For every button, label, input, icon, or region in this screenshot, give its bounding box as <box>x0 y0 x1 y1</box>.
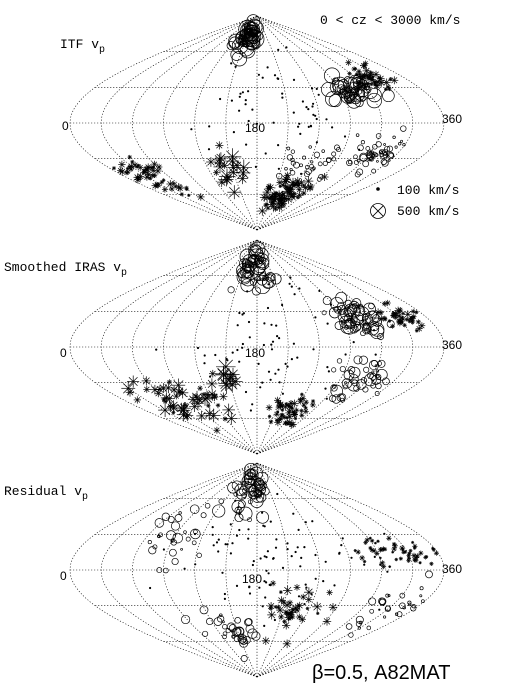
longitude-label-0: 0 <box>60 346 67 360</box>
panel-title: ITF vp <box>60 37 105 56</box>
velocity-markers <box>147 462 439 662</box>
legend-large-label: 500 km/s <box>397 204 459 219</box>
longitude-label-180: 180 <box>242 572 262 586</box>
redshift-range-label: 0 < cz < 3000 km/s <box>320 13 460 28</box>
panel-itf: ITF vp 0 180 360 <box>60 14 462 231</box>
longitude-label-360: 360 <box>442 562 462 576</box>
longitude-label-360: 360 <box>442 338 462 352</box>
longitude-label-0: 0 <box>60 569 67 583</box>
legend-small-label: 100 km/s <box>397 183 459 198</box>
figure-caption-beta: β=0.5, A82MAT <box>312 662 450 684</box>
panel-title: Residual vp <box>4 484 88 503</box>
legend: 100 km/s 500 km/s <box>370 183 459 219</box>
longitude-label-360: 360 <box>442 112 462 126</box>
velocity-markers <box>112 14 407 216</box>
sinusoidal-grid <box>69 239 445 455</box>
panel-smoothed-iras: Smoothed IRAS vp 0 180 360 <box>4 239 462 455</box>
longitude-label-0: 0 <box>62 119 69 133</box>
panel-title: Smoothed IRAS vp <box>4 260 127 279</box>
sinusoidal-grid <box>69 462 445 678</box>
sinusoidal-grid <box>69 15 445 231</box>
longitude-label-180: 180 <box>245 121 265 135</box>
longitude-label-180: 180 <box>245 346 265 360</box>
legend-small-marker <box>376 187 380 191</box>
legend-large-marker <box>370 203 386 219</box>
velocity-markers <box>121 241 426 434</box>
panel-residual: Residual vp 0 180 360 <box>4 462 462 678</box>
